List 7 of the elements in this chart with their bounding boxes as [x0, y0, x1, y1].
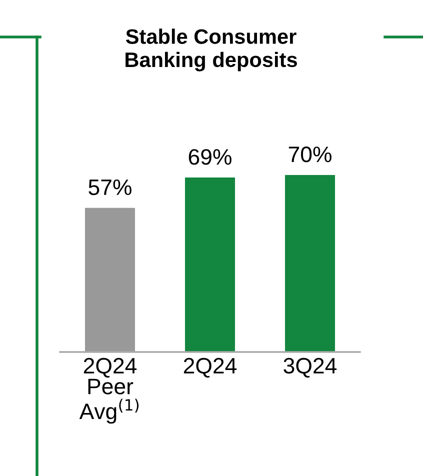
x-tick-label: 2Q24: [184, 358, 237, 378]
x-tick-label: 3Q24: [284, 358, 337, 378]
data-label: 69%: [188, 149, 232, 165]
data-label: 57%: [88, 180, 132, 196]
data-label: 70%: [288, 146, 332, 162]
x-tick-label: 2Q24 Peer Avg$^{(1)}$: [79, 358, 139, 424]
chart-title: Stable Consumer Banking deposits: [126, 28, 297, 72]
